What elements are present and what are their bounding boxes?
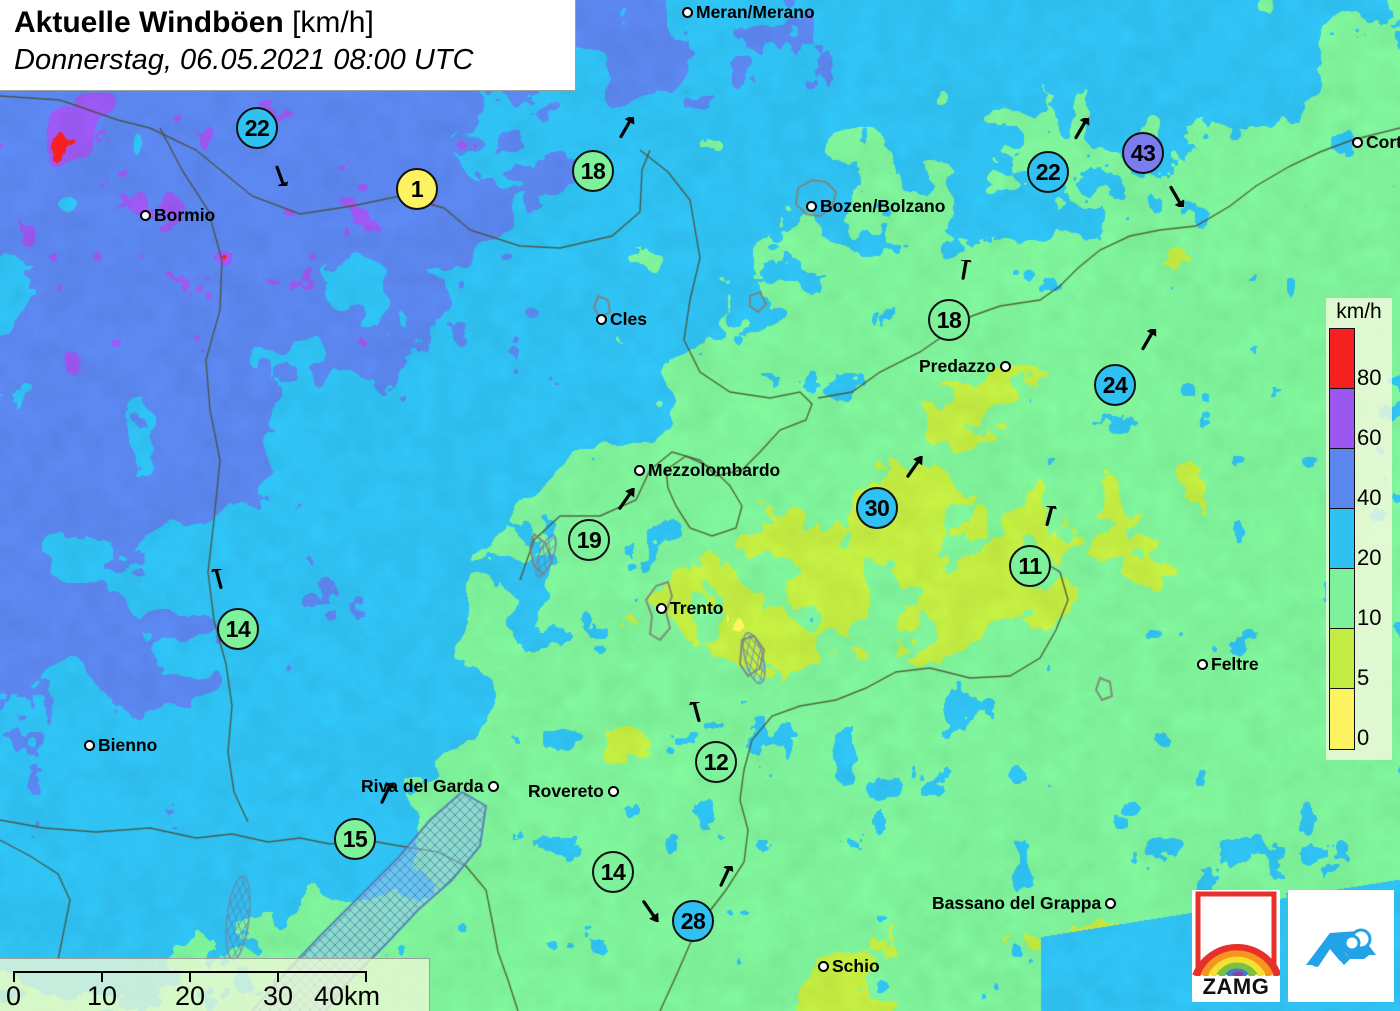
station-value-disc[interactable]: 12: [695, 741, 737, 783]
legend-tick-40: 40: [1357, 485, 1382, 510]
scale-tick-40km: [365, 971, 367, 982]
city-bienno: Bienno: [84, 735, 157, 756]
legend-tick-10: 10: [1357, 605, 1382, 630]
city-marker-dot: [818, 961, 829, 972]
map-title-unit: [km/h]: [292, 6, 374, 39]
legend-unit-label: km/h: [1336, 300, 1382, 323]
legend-band-10-20: [1330, 569, 1354, 629]
station-value-disc[interactable]: 18: [572, 150, 614, 192]
city-meran-merano: Meran/Merano: [682, 2, 815, 23]
legend-tick-0: 0: [1357, 725, 1370, 750]
city-label-text: Feltre: [1211, 654, 1259, 674]
scale-tick-20: [189, 971, 191, 982]
city-trento: Trento: [656, 598, 723, 619]
city-bozen-bolzano: Bozen/Bolzano: [806, 196, 945, 217]
city-marker-dot: [634, 465, 645, 476]
station-value-disc[interactable]: 14: [217, 608, 259, 650]
city-marker-dot: [140, 210, 151, 221]
distance-scale-bar: 0 10 20 30 40km: [0, 958, 430, 1011]
city-label-text: Cortina: [1366, 132, 1400, 152]
city-label-text: Rovereto: [528, 781, 604, 801]
city-marker-dot: [682, 7, 693, 18]
scale-tick-0: [13, 971, 15, 982]
map-title: Aktuelle Windböen [km/h]: [14, 4, 575, 42]
city-marker-dot: [607, 786, 619, 797]
station-value-disc[interactable]: 11: [1009, 545, 1051, 587]
scale-tick-30: [277, 971, 279, 982]
station-value-disc[interactable]: 19: [568, 519, 610, 561]
legend-band-40-60: [1330, 449, 1354, 509]
station-value-disc[interactable]: 22: [236, 107, 278, 149]
city-marker-dot: [1197, 659, 1208, 670]
city-label-text: Meran/Merano: [696, 2, 815, 22]
city-label-text: Bozen/Bolzano: [820, 196, 946, 216]
zamg-logo[interactable]: ZAMG: [1192, 890, 1280, 1002]
city-label-text: Mezzolombardo: [648, 460, 781, 480]
zamg-wordmark: ZAMG: [1202, 974, 1270, 999]
legend-band-20-40: [1330, 509, 1354, 569]
city-cortina: Cortina: [1352, 132, 1400, 153]
legend-band-0-5: [1330, 689, 1354, 749]
legend-colour-bar: [1329, 328, 1355, 750]
station-value-disc[interactable]: 15: [334, 818, 376, 860]
city-rovereto: Rovereto: [528, 781, 619, 802]
city-bormio: Bormio: [140, 205, 215, 226]
mountain-cloud-icon: [1306, 928, 1376, 967]
city-riva-del-garda: Riva del Garda: [361, 776, 499, 797]
city-marker-dot: [1352, 137, 1363, 148]
city-marker-dot: [596, 314, 607, 325]
city-label-text: Riva del Garda: [361, 776, 484, 796]
map-subtitle-timestamp: Donnerstag, 06.05.2021 08:00 UTC: [14, 44, 474, 76]
city-predazzo: Predazzo: [919, 356, 1011, 377]
city-marker-dot: [1105, 898, 1117, 909]
scale-label-10: 10: [87, 981, 118, 1011]
city-label-text: Bassano del Grappa: [932, 893, 1102, 913]
city-bassano-del-grappa: Bassano del Grappa: [932, 893, 1117, 914]
city-label-text: Bienno: [98, 735, 158, 755]
city-label-text: Cles: [610, 309, 647, 329]
legend-band-80+: [1330, 329, 1354, 389]
scale-label-20: 20: [175, 981, 206, 1011]
scale-label-0: 0: [6, 981, 22, 1011]
station-value-disc[interactable]: 18: [928, 299, 970, 341]
map-title-box: Aktuelle Windböen [km/h] Donnerstag, 06.…: [0, 0, 576, 91]
legend-tick-80: 80: [1357, 365, 1382, 390]
city-label-text: Predazzo: [919, 356, 996, 376]
legend-tick-20: 20: [1357, 545, 1382, 570]
legend-tick-5: 5: [1357, 665, 1370, 690]
city-label-text: Schio: [832, 956, 880, 976]
scale-label-30: 30: [263, 981, 294, 1011]
station-value-disc[interactable]: 28: [672, 900, 714, 942]
city-label-text: Bormio: [154, 205, 216, 225]
city-cles: Cles: [596, 309, 647, 330]
city-label-text: Trento: [670, 598, 724, 618]
station-value-disc[interactable]: 24: [1094, 364, 1136, 406]
station-value-disc[interactable]: 43: [1122, 132, 1164, 174]
city-marker-dot: [656, 603, 667, 614]
legend-tick-60: 60: [1357, 425, 1382, 450]
city-mezzolombardo: Mezzolombardo: [634, 460, 780, 481]
map-title-main: Aktuelle Windböen: [14, 6, 284, 39]
station-value-disc[interactable]: 1: [396, 168, 438, 210]
legend-band-60-80: [1330, 389, 1354, 449]
zamg-rainbow-icon: [1192, 891, 1280, 1002]
scale-tick-10: [101, 971, 103, 982]
city-feltre: Feltre: [1197, 654, 1259, 675]
station-value-disc[interactable]: 14: [592, 851, 634, 893]
station-value-disc[interactable]: 30: [856, 487, 898, 529]
city-marker-dot: [84, 740, 95, 751]
scale-label-40km: 40km: [314, 981, 381, 1011]
station-value-disc[interactable]: 22: [1027, 151, 1069, 193]
city-schio: Schio: [818, 956, 880, 977]
legend-band-5-10: [1330, 629, 1354, 689]
colour-scale-legend: km/h 80 60 40 20 10 5 0: [1326, 298, 1392, 760]
city-marker-dot: [487, 781, 499, 792]
city-marker-dot: [806, 201, 817, 212]
wetter-logo[interactable]: [1288, 890, 1394, 1002]
city-marker-dot: [999, 361, 1011, 372]
